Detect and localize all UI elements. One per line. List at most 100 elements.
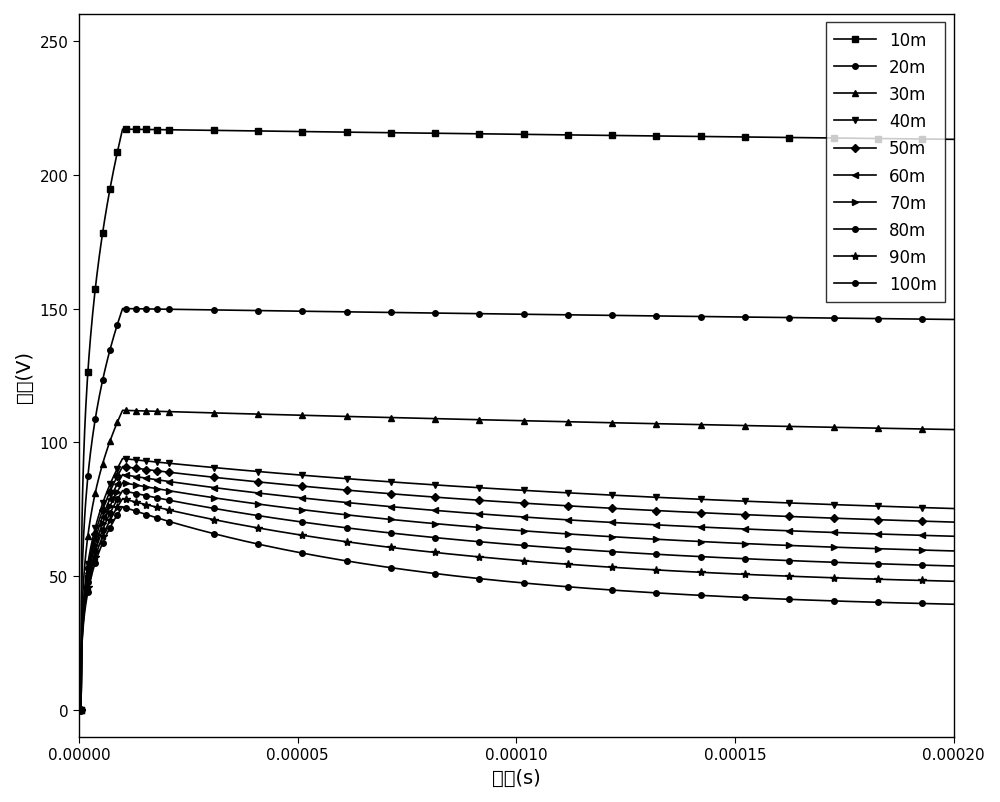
70m [111, 488, 123, 498]
70m [692, 537, 704, 546]
50m [692, 508, 704, 518]
90m [692, 568, 704, 577]
30m [150, 407, 162, 416]
Line: 20m: 20m [76, 306, 956, 713]
70m [948, 546, 960, 556]
50m [73, 706, 85, 715]
10m [77, 468, 89, 478]
50m [117, 462, 129, 472]
Legend: 10m, 20m, 30m, 40m, 50m, 60m, 70m, 80m, 90m, 100m: 10m, 20m, 30m, 40m, 50m, 60m, 70m, 80m, … [826, 23, 945, 302]
Line: 70m: 70m [76, 480, 956, 713]
40m [143, 457, 155, 467]
80m [236, 508, 248, 518]
90m [150, 503, 162, 512]
Line: 30m: 30m [76, 408, 956, 713]
70m [77, 613, 89, 622]
20m [692, 312, 704, 322]
90m [117, 494, 129, 504]
50m [948, 517, 960, 527]
30m [143, 407, 155, 416]
10m [143, 126, 155, 136]
80m [692, 552, 704, 561]
100m [111, 511, 123, 520]
100m [73, 706, 85, 715]
20m [143, 305, 155, 314]
20m [117, 305, 129, 314]
30m [73, 706, 85, 715]
Line: 90m: 90m [75, 495, 958, 715]
Line: 100m: 100m [76, 504, 956, 713]
100m [77, 622, 89, 632]
60m [236, 487, 248, 496]
70m [143, 483, 155, 492]
100m [236, 536, 248, 545]
Line: 40m: 40m [76, 456, 956, 713]
80m [117, 486, 129, 496]
20m [73, 706, 85, 715]
90m [73, 706, 85, 715]
10m [111, 151, 123, 160]
10m [73, 706, 85, 715]
90m [77, 619, 89, 629]
100m [948, 600, 960, 610]
70m [150, 484, 162, 494]
40m [692, 495, 704, 504]
20m [948, 315, 960, 325]
10m [150, 126, 162, 136]
50m [77, 606, 89, 616]
100m [143, 511, 155, 520]
80m [77, 616, 89, 626]
20m [236, 306, 248, 316]
Line: 10m: 10m [76, 128, 956, 713]
50m [143, 465, 155, 475]
20m [77, 541, 89, 551]
Line: 50m: 50m [76, 464, 956, 713]
60m [150, 476, 162, 485]
100m [117, 502, 129, 512]
70m [117, 478, 129, 488]
20m [150, 305, 162, 314]
Line: 80m: 80m [76, 488, 956, 713]
30m [77, 583, 89, 593]
30m [692, 420, 704, 430]
10m [117, 125, 129, 135]
40m [117, 454, 129, 464]
30m [948, 425, 960, 435]
90m [111, 504, 123, 513]
80m [111, 496, 123, 505]
100m [150, 513, 162, 523]
40m [77, 603, 89, 613]
40m [150, 458, 162, 468]
50m [111, 473, 123, 483]
Line: 60m: 60m [76, 472, 956, 713]
20m [111, 322, 123, 332]
60m [143, 474, 155, 484]
100m [692, 590, 704, 600]
10m [692, 132, 704, 142]
60m [692, 522, 704, 532]
60m [73, 706, 85, 715]
90m [948, 577, 960, 586]
90m [236, 520, 248, 530]
30m [117, 406, 129, 415]
80m [150, 493, 162, 503]
80m [948, 561, 960, 571]
30m [111, 419, 123, 429]
70m [73, 706, 85, 715]
60m [117, 470, 129, 480]
30m [236, 409, 248, 419]
10m [236, 127, 248, 136]
80m [143, 492, 155, 501]
40m [236, 466, 248, 476]
40m [111, 465, 123, 475]
X-axis label: 时间(s): 时间(s) [492, 768, 541, 787]
10m [948, 136, 960, 145]
60m [111, 480, 123, 490]
50m [236, 476, 248, 485]
Y-axis label: 电压(V): 电压(V) [15, 350, 34, 402]
40m [948, 504, 960, 514]
60m [948, 532, 960, 541]
70m [236, 497, 248, 507]
50m [150, 466, 162, 476]
60m [77, 610, 89, 619]
